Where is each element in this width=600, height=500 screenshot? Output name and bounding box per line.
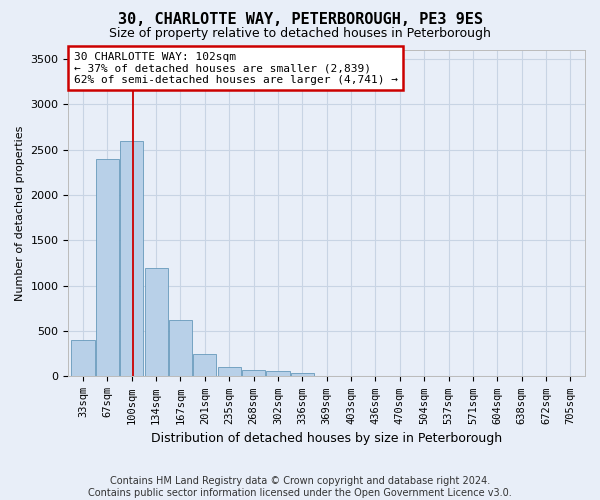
Bar xyxy=(71,340,95,376)
Bar xyxy=(169,320,192,376)
Bar xyxy=(242,370,265,376)
Bar xyxy=(96,159,119,376)
Bar xyxy=(291,373,314,376)
Text: Size of property relative to detached houses in Peterborough: Size of property relative to detached ho… xyxy=(109,28,491,40)
Bar xyxy=(145,268,168,376)
Text: Contains HM Land Registry data © Crown copyright and database right 2024.
Contai: Contains HM Land Registry data © Crown c… xyxy=(88,476,512,498)
Bar xyxy=(120,140,143,376)
Text: 30 CHARLOTTE WAY: 102sqm
← 37% of detached houses are smaller (2,839)
62% of sem: 30 CHARLOTTE WAY: 102sqm ← 37% of detach… xyxy=(74,52,398,85)
Bar xyxy=(266,371,290,376)
Text: 30, CHARLOTTE WAY, PETERBOROUGH, PE3 9ES: 30, CHARLOTTE WAY, PETERBOROUGH, PE3 9ES xyxy=(118,12,482,28)
Y-axis label: Number of detached properties: Number of detached properties xyxy=(15,126,25,301)
Bar xyxy=(193,354,217,376)
X-axis label: Distribution of detached houses by size in Peterborough: Distribution of detached houses by size … xyxy=(151,432,502,445)
Bar xyxy=(218,368,241,376)
